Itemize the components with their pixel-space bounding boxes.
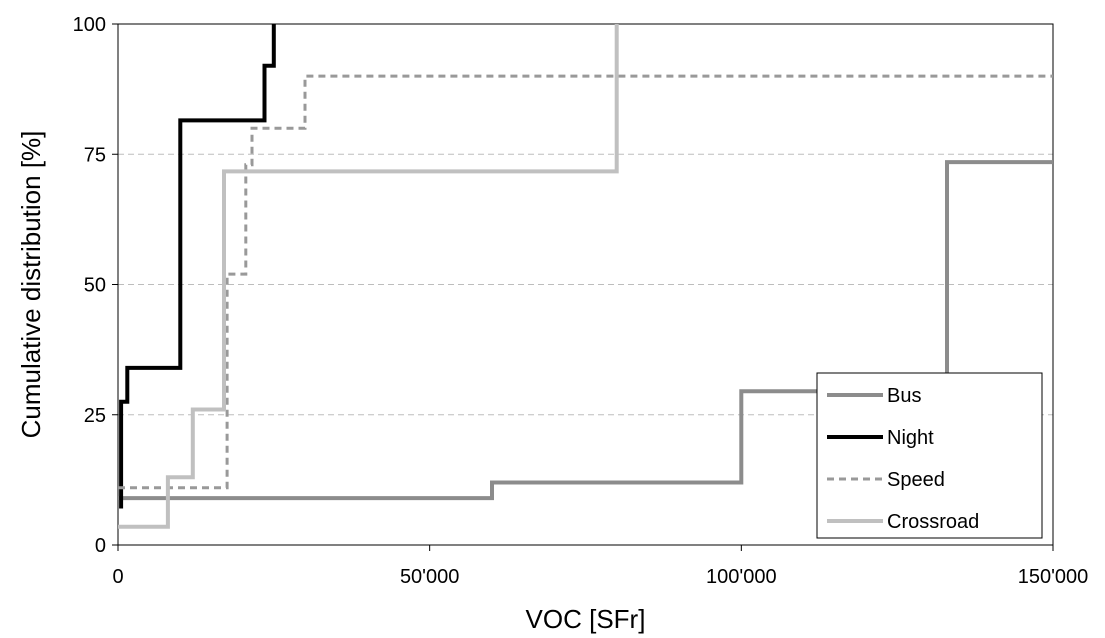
- series-crossroad: [118, 24, 619, 529]
- legend-label-crossroad: Crossroad: [887, 511, 979, 533]
- y-axis-ticks: 0 25 50 75 100: [73, 14, 118, 557]
- x-axis-ticks: 0 50'000 100'000 150'000: [112, 545, 1088, 588]
- legend-label-speed: Speed: [887, 469, 945, 491]
- x-tick-label: 100'000: [706, 566, 777, 588]
- series-group: [118, 24, 1053, 529]
- series-night: [119, 24, 276, 509]
- y-tick-label: 100: [73, 14, 106, 36]
- legend-label-bus: Bus: [887, 385, 921, 407]
- series-bus: [118, 160, 1053, 501]
- y-tick-label: 50: [84, 275, 106, 297]
- gridlines: [118, 153, 1053, 416]
- legend: Bus Night Speed Crossroad: [816, 372, 1043, 539]
- x-tick-label: 0: [112, 566, 123, 588]
- y-tick-label: 0: [95, 535, 106, 557]
- x-tick-label: 50'000: [400, 566, 459, 588]
- legend-box: [816, 372, 1043, 539]
- legend-label-night: Night: [887, 427, 934, 449]
- x-tick-label: 150'000: [1018, 566, 1089, 588]
- y-tick-label: 75: [84, 144, 106, 166]
- y-tick-label: 25: [84, 405, 106, 427]
- y-axis-title: Cumulative distribution [%]: [16, 131, 46, 439]
- x-axis-title: VOC [SFr]: [526, 604, 646, 634]
